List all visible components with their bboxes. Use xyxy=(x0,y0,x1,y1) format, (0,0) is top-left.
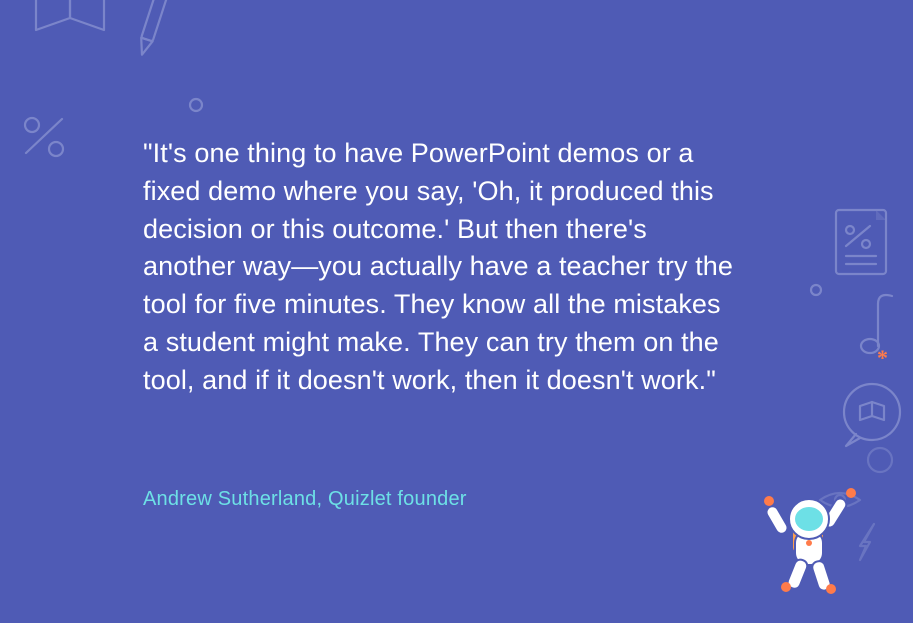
pencil-icon xyxy=(136,0,171,57)
quote-block: "It's one thing to have PowerPoint demos… xyxy=(143,135,738,400)
speech-book-icon xyxy=(844,384,900,446)
ring-icon xyxy=(868,448,892,472)
dot-icon xyxy=(190,99,202,111)
attribution-text: Andrew Sutherland, Quizlet founder xyxy=(143,488,467,511)
dot-icon xyxy=(811,285,821,295)
astronaut-mascot xyxy=(753,485,873,605)
asterisk-accent: * xyxy=(877,345,888,371)
document-percent-icon xyxy=(836,210,886,274)
percent-icon xyxy=(25,118,63,156)
book-icon xyxy=(36,0,104,30)
quote-text: "It's one thing to have PowerPoint demos… xyxy=(143,135,738,400)
quote-card: "It's one thing to have PowerPoint demos… xyxy=(0,0,913,623)
